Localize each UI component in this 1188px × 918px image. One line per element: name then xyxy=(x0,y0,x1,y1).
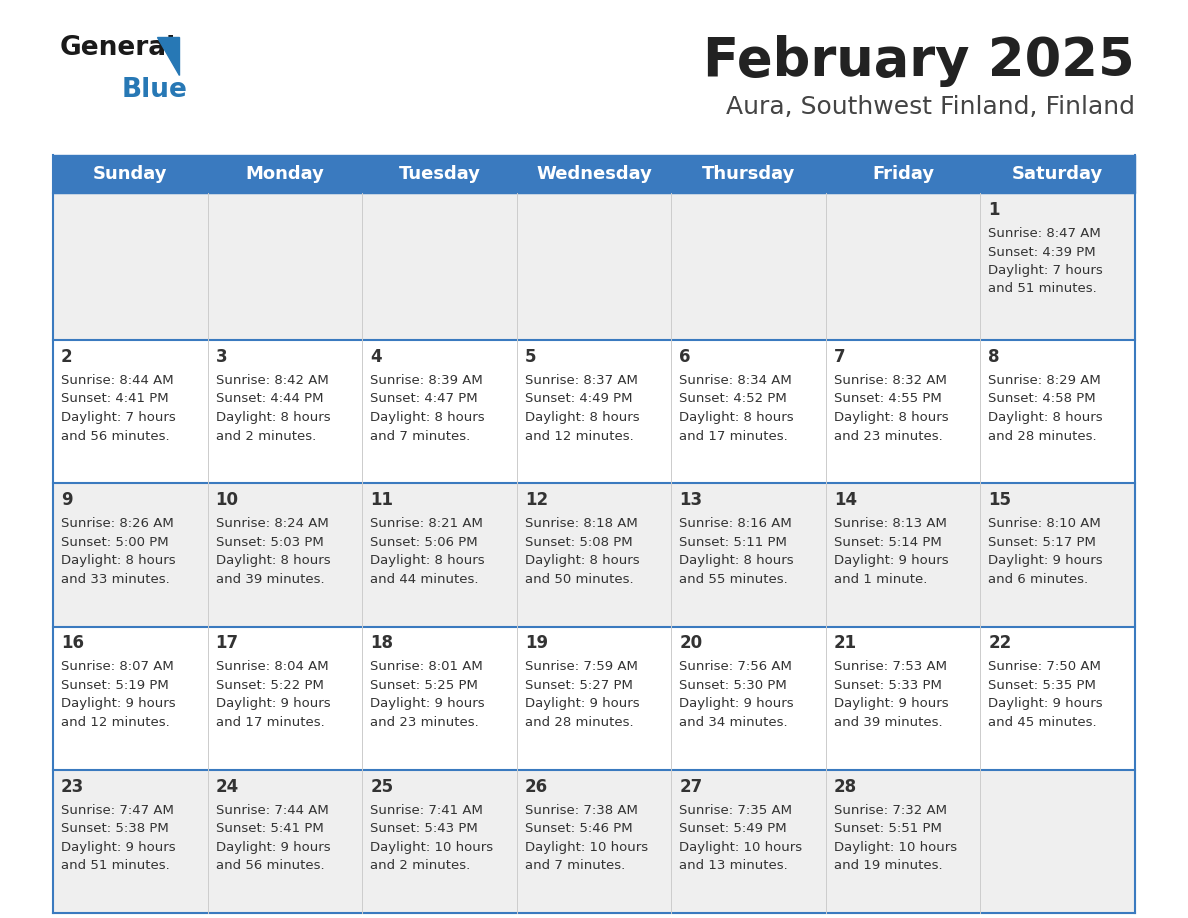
Text: 7: 7 xyxy=(834,348,846,366)
Text: Thursday: Thursday xyxy=(702,165,795,183)
Text: Sunrise: 7:38 AM
Sunset: 5:46 PM
Daylight: 10 hours
and 7 minutes.: Sunrise: 7:38 AM Sunset: 5:46 PM Dayligh… xyxy=(525,804,647,872)
Text: Sunrise: 8:13 AM
Sunset: 5:14 PM
Daylight: 9 hours
and 1 minute.: Sunrise: 8:13 AM Sunset: 5:14 PM Dayligh… xyxy=(834,517,948,586)
Text: Sunrise: 7:41 AM
Sunset: 5:43 PM
Daylight: 10 hours
and 2 minutes.: Sunrise: 7:41 AM Sunset: 5:43 PM Dayligh… xyxy=(371,804,493,872)
Text: Sunrise: 7:32 AM
Sunset: 5:51 PM
Daylight: 10 hours
and 19 minutes.: Sunrise: 7:32 AM Sunset: 5:51 PM Dayligh… xyxy=(834,804,958,872)
Text: 12: 12 xyxy=(525,491,548,509)
Text: 18: 18 xyxy=(371,634,393,653)
Text: Sunrise: 7:35 AM
Sunset: 5:49 PM
Daylight: 10 hours
and 13 minutes.: Sunrise: 7:35 AM Sunset: 5:49 PM Dayligh… xyxy=(680,804,802,872)
Text: 24: 24 xyxy=(215,778,239,796)
Polygon shape xyxy=(157,37,179,75)
Bar xyxy=(53,770,1135,913)
Text: 9: 9 xyxy=(61,491,72,509)
Text: Sunrise: 8:39 AM
Sunset: 4:47 PM
Daylight: 8 hours
and 7 minutes.: Sunrise: 8:39 AM Sunset: 4:47 PM Dayligh… xyxy=(371,374,485,442)
Text: 25: 25 xyxy=(371,778,393,796)
Text: Sunrise: 8:07 AM
Sunset: 5:19 PM
Daylight: 9 hours
and 12 minutes.: Sunrise: 8:07 AM Sunset: 5:19 PM Dayligh… xyxy=(61,660,176,729)
Text: Sunrise: 7:59 AM
Sunset: 5:27 PM
Daylight: 9 hours
and 28 minutes.: Sunrise: 7:59 AM Sunset: 5:27 PM Dayligh… xyxy=(525,660,639,729)
Text: 20: 20 xyxy=(680,634,702,653)
Text: 11: 11 xyxy=(371,491,393,509)
Text: Blue: Blue xyxy=(122,77,188,103)
Text: 21: 21 xyxy=(834,634,857,653)
Text: 22: 22 xyxy=(988,634,1012,653)
Text: Sunrise: 8:18 AM
Sunset: 5:08 PM
Daylight: 8 hours
and 50 minutes.: Sunrise: 8:18 AM Sunset: 5:08 PM Dayligh… xyxy=(525,517,639,586)
Text: 8: 8 xyxy=(988,348,1000,366)
Text: 10: 10 xyxy=(215,491,239,509)
Text: General: General xyxy=(61,35,176,61)
Text: Sunrise: 8:21 AM
Sunset: 5:06 PM
Daylight: 8 hours
and 44 minutes.: Sunrise: 8:21 AM Sunset: 5:06 PM Dayligh… xyxy=(371,517,485,586)
Text: Sunrise: 7:47 AM
Sunset: 5:38 PM
Daylight: 9 hours
and 51 minutes.: Sunrise: 7:47 AM Sunset: 5:38 PM Dayligh… xyxy=(61,804,176,872)
Text: 6: 6 xyxy=(680,348,690,366)
Text: 28: 28 xyxy=(834,778,857,796)
Text: 13: 13 xyxy=(680,491,702,509)
Text: Aura, Southwest Finland, Finland: Aura, Southwest Finland, Finland xyxy=(726,95,1135,119)
Text: Sunrise: 7:56 AM
Sunset: 5:30 PM
Daylight: 9 hours
and 34 minutes.: Sunrise: 7:56 AM Sunset: 5:30 PM Dayligh… xyxy=(680,660,794,729)
Text: 27: 27 xyxy=(680,778,702,796)
Text: 3: 3 xyxy=(215,348,227,366)
Text: Monday: Monday xyxy=(246,165,324,183)
Text: Sunrise: 8:24 AM
Sunset: 5:03 PM
Daylight: 8 hours
and 39 minutes.: Sunrise: 8:24 AM Sunset: 5:03 PM Dayligh… xyxy=(215,517,330,586)
Text: Sunrise: 8:26 AM
Sunset: 5:00 PM
Daylight: 8 hours
and 33 minutes.: Sunrise: 8:26 AM Sunset: 5:00 PM Dayligh… xyxy=(61,517,176,586)
Text: Wednesday: Wednesday xyxy=(536,165,652,183)
Text: 15: 15 xyxy=(988,491,1011,509)
Text: Sunrise: 8:29 AM
Sunset: 4:58 PM
Daylight: 8 hours
and 28 minutes.: Sunrise: 8:29 AM Sunset: 4:58 PM Dayligh… xyxy=(988,374,1102,442)
Text: 2: 2 xyxy=(61,348,72,366)
Text: 5: 5 xyxy=(525,348,536,366)
Text: Saturday: Saturday xyxy=(1012,165,1104,183)
Text: Sunrise: 8:32 AM
Sunset: 4:55 PM
Daylight: 8 hours
and 23 minutes.: Sunrise: 8:32 AM Sunset: 4:55 PM Dayligh… xyxy=(834,374,948,442)
Text: 19: 19 xyxy=(525,634,548,653)
Text: Tuesday: Tuesday xyxy=(398,165,480,183)
Text: Sunrise: 7:53 AM
Sunset: 5:33 PM
Daylight: 9 hours
and 39 minutes.: Sunrise: 7:53 AM Sunset: 5:33 PM Dayligh… xyxy=(834,660,948,729)
Text: 16: 16 xyxy=(61,634,84,653)
Text: Sunrise: 7:44 AM
Sunset: 5:41 PM
Daylight: 9 hours
and 56 minutes.: Sunrise: 7:44 AM Sunset: 5:41 PM Dayligh… xyxy=(215,804,330,872)
Text: Sunrise: 8:42 AM
Sunset: 4:44 PM
Daylight: 8 hours
and 2 minutes.: Sunrise: 8:42 AM Sunset: 4:44 PM Dayligh… xyxy=(215,374,330,442)
Text: 26: 26 xyxy=(525,778,548,796)
Text: Sunrise: 8:01 AM
Sunset: 5:25 PM
Daylight: 9 hours
and 23 minutes.: Sunrise: 8:01 AM Sunset: 5:25 PM Dayligh… xyxy=(371,660,485,729)
Text: 17: 17 xyxy=(215,634,239,653)
Bar xyxy=(53,483,1135,626)
Text: Sunrise: 8:37 AM
Sunset: 4:49 PM
Daylight: 8 hours
and 12 minutes.: Sunrise: 8:37 AM Sunset: 4:49 PM Dayligh… xyxy=(525,374,639,442)
Bar xyxy=(53,626,1135,770)
Text: 1: 1 xyxy=(988,201,1000,219)
Text: Sunrise: 8:04 AM
Sunset: 5:22 PM
Daylight: 9 hours
and 17 minutes.: Sunrise: 8:04 AM Sunset: 5:22 PM Dayligh… xyxy=(215,660,330,729)
Text: Sunrise: 8:10 AM
Sunset: 5:17 PM
Daylight: 9 hours
and 6 minutes.: Sunrise: 8:10 AM Sunset: 5:17 PM Dayligh… xyxy=(988,517,1102,586)
Text: February 2025: February 2025 xyxy=(703,35,1135,87)
Text: Sunday: Sunday xyxy=(93,165,168,183)
Bar xyxy=(53,155,1135,193)
Text: Sunrise: 8:44 AM
Sunset: 4:41 PM
Daylight: 7 hours
and 56 minutes.: Sunrise: 8:44 AM Sunset: 4:41 PM Dayligh… xyxy=(61,374,176,442)
Text: 4: 4 xyxy=(371,348,381,366)
Text: Sunrise: 8:47 AM
Sunset: 4:39 PM
Daylight: 7 hours
and 51 minutes.: Sunrise: 8:47 AM Sunset: 4:39 PM Dayligh… xyxy=(988,227,1104,296)
Text: 14: 14 xyxy=(834,491,857,509)
Text: Friday: Friday xyxy=(872,165,934,183)
Text: 23: 23 xyxy=(61,778,84,796)
Bar xyxy=(53,193,1135,340)
Text: Sunrise: 8:16 AM
Sunset: 5:11 PM
Daylight: 8 hours
and 55 minutes.: Sunrise: 8:16 AM Sunset: 5:11 PM Dayligh… xyxy=(680,517,794,586)
Text: Sunrise: 8:34 AM
Sunset: 4:52 PM
Daylight: 8 hours
and 17 minutes.: Sunrise: 8:34 AM Sunset: 4:52 PM Dayligh… xyxy=(680,374,794,442)
Text: Sunrise: 7:50 AM
Sunset: 5:35 PM
Daylight: 9 hours
and 45 minutes.: Sunrise: 7:50 AM Sunset: 5:35 PM Dayligh… xyxy=(988,660,1102,729)
Bar xyxy=(53,340,1135,483)
